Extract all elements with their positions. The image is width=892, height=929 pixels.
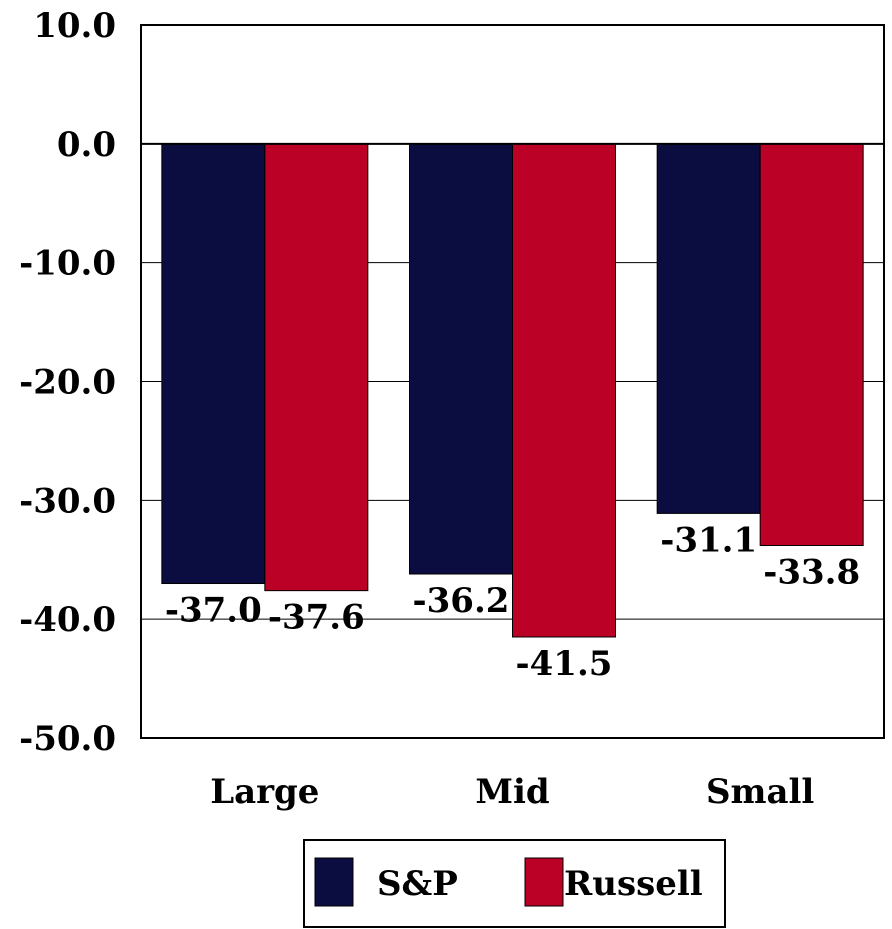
bar-russell-large xyxy=(264,143,369,592)
data-label: -31.1 xyxy=(660,520,757,560)
x-axis-categories: Large Mid Small xyxy=(210,772,814,812)
legend-box xyxy=(303,839,726,928)
data-label: -37.6 xyxy=(268,598,365,638)
legend-label: Russell xyxy=(564,864,703,904)
y-tick-label: -40.0 xyxy=(19,600,116,640)
plot-frame xyxy=(140,24,885,739)
y-tick-label: -50.0 xyxy=(19,719,116,759)
y-tick-label: 10.0 xyxy=(33,6,116,46)
legend: S&P Russell xyxy=(303,839,726,928)
bars xyxy=(161,143,864,638)
bar-russell-mid xyxy=(512,143,616,638)
category-label-mid: Mid xyxy=(475,772,549,812)
y-tick-label: 0.0 xyxy=(57,125,116,165)
legend-swatch xyxy=(314,857,354,907)
category-label-small: Small xyxy=(706,772,814,812)
bar-russell-small xyxy=(759,143,864,546)
y-tick-label: -20.0 xyxy=(19,363,116,403)
data-label: -41.5 xyxy=(516,644,613,684)
bar-s-p-small xyxy=(656,143,761,514)
category-label-large: Large xyxy=(210,772,319,812)
y-tick-label: -10.0 xyxy=(19,244,116,284)
bar-s-p-large xyxy=(161,143,266,585)
data-label: -33.8 xyxy=(763,552,860,592)
data-label: -37.0 xyxy=(165,591,262,631)
legend-label: S&P xyxy=(377,864,458,904)
bar-s-p-mid xyxy=(409,143,513,575)
data-labels: -37.0 -37.6 -36.2-41.5 -31.1-33.8 xyxy=(165,520,860,684)
y-tick-label: -30.0 xyxy=(19,481,116,521)
data-label: -36.2 xyxy=(413,581,510,621)
y-axis-ticks: 10.0 0.0 -10.0 -20.0 -30.0 -40.0 -50.0 xyxy=(19,6,116,759)
legend-swatch xyxy=(524,857,564,907)
